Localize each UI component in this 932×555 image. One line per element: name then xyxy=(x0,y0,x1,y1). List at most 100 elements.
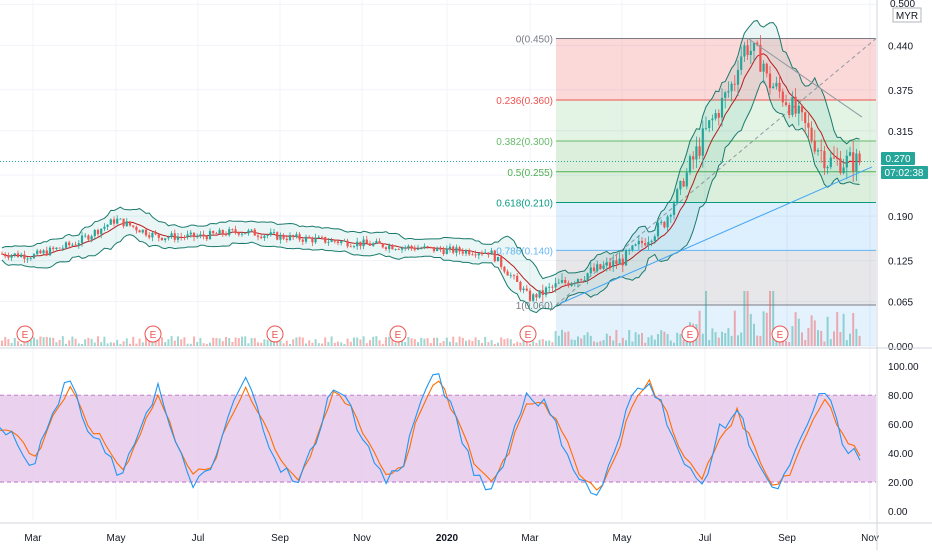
candle-body xyxy=(93,230,96,237)
volume-bar xyxy=(570,339,573,346)
volume-bar xyxy=(743,291,746,346)
volume-bar xyxy=(721,331,723,346)
candle-body xyxy=(637,240,640,245)
candle-body xyxy=(429,246,432,248)
candle-body xyxy=(240,233,244,235)
volume-bar xyxy=(359,339,362,346)
stochastic-panel xyxy=(0,373,876,496)
candle-body xyxy=(375,240,378,244)
volume-bar xyxy=(100,342,103,346)
volume-bar xyxy=(810,315,813,346)
volume-bar xyxy=(545,340,547,346)
volume-bar xyxy=(737,335,739,346)
candle-body xyxy=(183,237,186,238)
candle-body xyxy=(826,167,829,169)
volume-bar xyxy=(65,343,67,346)
stoch-tick-label: 60.00 xyxy=(888,420,913,431)
candle-body xyxy=(624,250,628,266)
volume-bar xyxy=(119,343,122,346)
volume-bar xyxy=(836,312,839,346)
volume-bar xyxy=(404,341,407,346)
volume-bar xyxy=(279,341,282,346)
volume-bar xyxy=(807,328,810,346)
bollinger-lower xyxy=(1,79,860,314)
volume-bar xyxy=(407,336,410,346)
volume-bar xyxy=(813,320,816,346)
candle-body xyxy=(733,83,736,85)
trendlines[interactable] xyxy=(559,38,873,305)
candle-body xyxy=(279,234,282,240)
candle-body xyxy=(496,256,500,262)
candle-body xyxy=(564,279,567,283)
volume-bar xyxy=(276,340,279,346)
earnings-marker[interactable] xyxy=(681,325,699,343)
volume-bar xyxy=(561,329,563,346)
earnings-marker[interactable] xyxy=(144,325,162,343)
volume-bar xyxy=(346,338,349,346)
volume-bar xyxy=(263,339,266,346)
candle-body xyxy=(829,157,832,168)
volume-bar xyxy=(260,342,263,346)
volume-bar xyxy=(772,291,775,346)
volume-bar xyxy=(839,332,842,346)
candle-body xyxy=(141,229,144,233)
earnings-marker[interactable] xyxy=(266,325,284,343)
candle-body xyxy=(448,246,452,249)
x-tick-label: Jul xyxy=(699,533,712,544)
candle-body xyxy=(74,244,77,246)
volume-bar xyxy=(97,336,99,346)
resistance-trendline[interactable] xyxy=(747,38,863,118)
volume-bar xyxy=(583,335,586,346)
support-trendline[interactable] xyxy=(559,166,873,305)
earnings-marker[interactable] xyxy=(389,325,407,343)
bollinger-upper xyxy=(1,19,860,280)
volume-bar xyxy=(717,337,720,346)
volume-bar xyxy=(516,341,519,346)
volume-bar xyxy=(135,343,138,346)
volume-bar xyxy=(55,342,58,346)
earnings-marker-label: E xyxy=(525,330,532,341)
candle-body xyxy=(135,226,138,231)
fib-zone xyxy=(556,250,876,306)
volume-bar xyxy=(641,332,643,346)
volume-bar xyxy=(164,341,167,346)
volume-bar xyxy=(471,341,474,346)
candle-body xyxy=(525,288,528,291)
candle-body xyxy=(784,102,788,105)
currency-box[interactable] xyxy=(892,7,922,23)
candle-body xyxy=(852,152,855,172)
volume-bar xyxy=(253,338,256,346)
volume-bar xyxy=(522,337,525,346)
volume-bar xyxy=(7,339,10,346)
candle-body xyxy=(800,105,804,113)
candle-body xyxy=(528,290,532,301)
fib-zone xyxy=(556,202,876,251)
candle-body xyxy=(237,232,240,235)
volume-bar xyxy=(305,343,307,346)
x-tick-label: Mar xyxy=(24,533,42,544)
fib-level-label: 1(0.060) xyxy=(516,301,553,312)
earnings-marker[interactable] xyxy=(519,325,537,343)
candle-body xyxy=(218,230,221,234)
candle-body xyxy=(192,232,196,238)
candle-body xyxy=(167,237,170,239)
volume-bar xyxy=(33,337,35,346)
earnings-marker[interactable] xyxy=(771,325,789,343)
candle-body xyxy=(42,250,45,254)
volume-bar xyxy=(141,342,144,346)
volume-bar xyxy=(231,341,234,346)
volume-bar xyxy=(609,335,611,346)
volume-bar xyxy=(509,339,512,346)
volume-bar xyxy=(826,316,829,346)
candle-body xyxy=(580,279,583,281)
volume-bar xyxy=(397,342,400,346)
candle-body xyxy=(583,280,586,281)
earnings-marker[interactable] xyxy=(16,325,34,343)
candle-body xyxy=(618,258,621,265)
volume-bar xyxy=(756,335,759,346)
candle-body xyxy=(29,258,32,260)
candle-body xyxy=(832,157,836,159)
volume-bar xyxy=(81,343,83,346)
